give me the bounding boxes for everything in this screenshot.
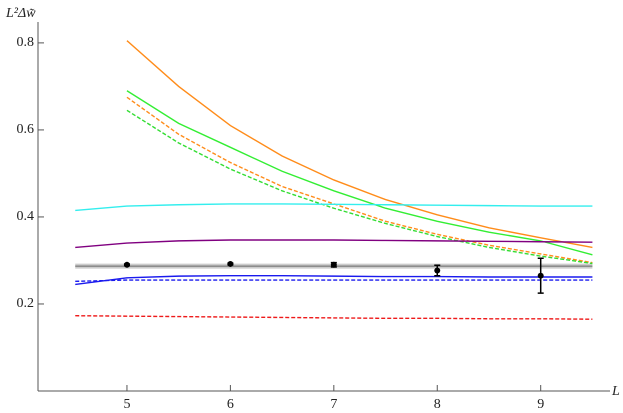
curve (75, 274, 593, 286)
y-tick-label: 0.6 (17, 122, 35, 137)
curve (126, 109, 593, 265)
y-tick-label: 0.8 (17, 35, 35, 50)
y-tick-label: 0.2 (17, 296, 35, 311)
x-tick-label: 5 (123, 397, 130, 412)
data-point (330, 261, 337, 268)
data-point (123, 261, 130, 268)
x-tick-label: 7 (330, 397, 337, 412)
data-point (227, 260, 234, 267)
y-axis-label: L²Δw̃ (5, 6, 36, 21)
data-point (434, 267, 441, 274)
x-tick-label: 9 (537, 397, 544, 412)
curve (126, 90, 593, 256)
curve (126, 40, 593, 249)
curve (75, 315, 593, 320)
curve (75, 203, 593, 212)
x-tick-label: 8 (434, 397, 441, 412)
y-tick-label: 0.4 (17, 209, 35, 224)
x-axis-label: L (611, 384, 620, 399)
curve (75, 239, 593, 249)
x-tick-label: 6 (227, 397, 234, 412)
curve (126, 96, 593, 264)
data-point (537, 272, 544, 279)
curve (75, 279, 593, 283)
